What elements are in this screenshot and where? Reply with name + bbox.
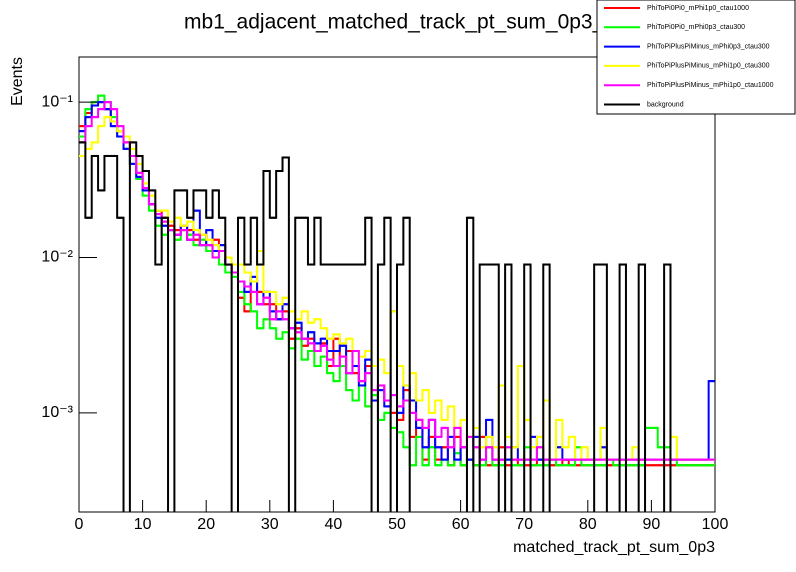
x-tick-label: 90 xyxy=(643,516,661,533)
x-tick-label: 70 xyxy=(515,516,533,533)
legend-label: PhiToPiPlusPiMinus_mPhi1p0_ctau1000 xyxy=(647,82,774,89)
histogram-step-outline xyxy=(79,141,672,512)
x-axis-label: matched_track_pt_sum_0p3 xyxy=(513,539,715,556)
legend-label: PhiToPiPlusPiMinus_mPhi1p0_ctau300 xyxy=(647,63,770,70)
x-tick-label: 50 xyxy=(388,516,406,533)
legend-box xyxy=(596,0,796,115)
x-tick-label: 60 xyxy=(452,516,470,533)
x-tick-label: 40 xyxy=(325,516,343,533)
chart-title: mb1_adjacent_matched_track_pt_sum_0p3_0 xyxy=(184,11,616,34)
y-axis-label: Events xyxy=(9,57,26,106)
legend-label: PhiToPiPlusPiMinus_mPhi0p3_ctau300 xyxy=(647,43,770,50)
x-tick-label: 30 xyxy=(261,516,279,533)
x-tick-label: 0 xyxy=(75,516,84,533)
x-tick-label: 100 xyxy=(702,516,729,533)
histogram-step-outline xyxy=(79,116,715,461)
y-tick-label: 10⁻² xyxy=(41,249,73,266)
plot-area xyxy=(79,94,715,512)
y-tick-label: 10⁻³ xyxy=(41,404,73,421)
legend-label: PhiToPi0Pi0_mPhi0p3_ctau300 xyxy=(647,24,745,31)
x-tick-label: 10 xyxy=(134,516,152,533)
legend-label: PhiToPi0Pi0_mPhi1p0_ctau1000 xyxy=(647,5,749,12)
x-tick-label: 20 xyxy=(197,516,215,533)
x-tick-label: 80 xyxy=(579,516,597,533)
y-tick-label: 10⁻¹ xyxy=(41,93,73,110)
legend: PhiToPi0Pi0_mPhi1p0_ctau1000 PhiToPi0Pi0_… xyxy=(596,0,796,115)
legend-label: background xyxy=(647,101,684,108)
